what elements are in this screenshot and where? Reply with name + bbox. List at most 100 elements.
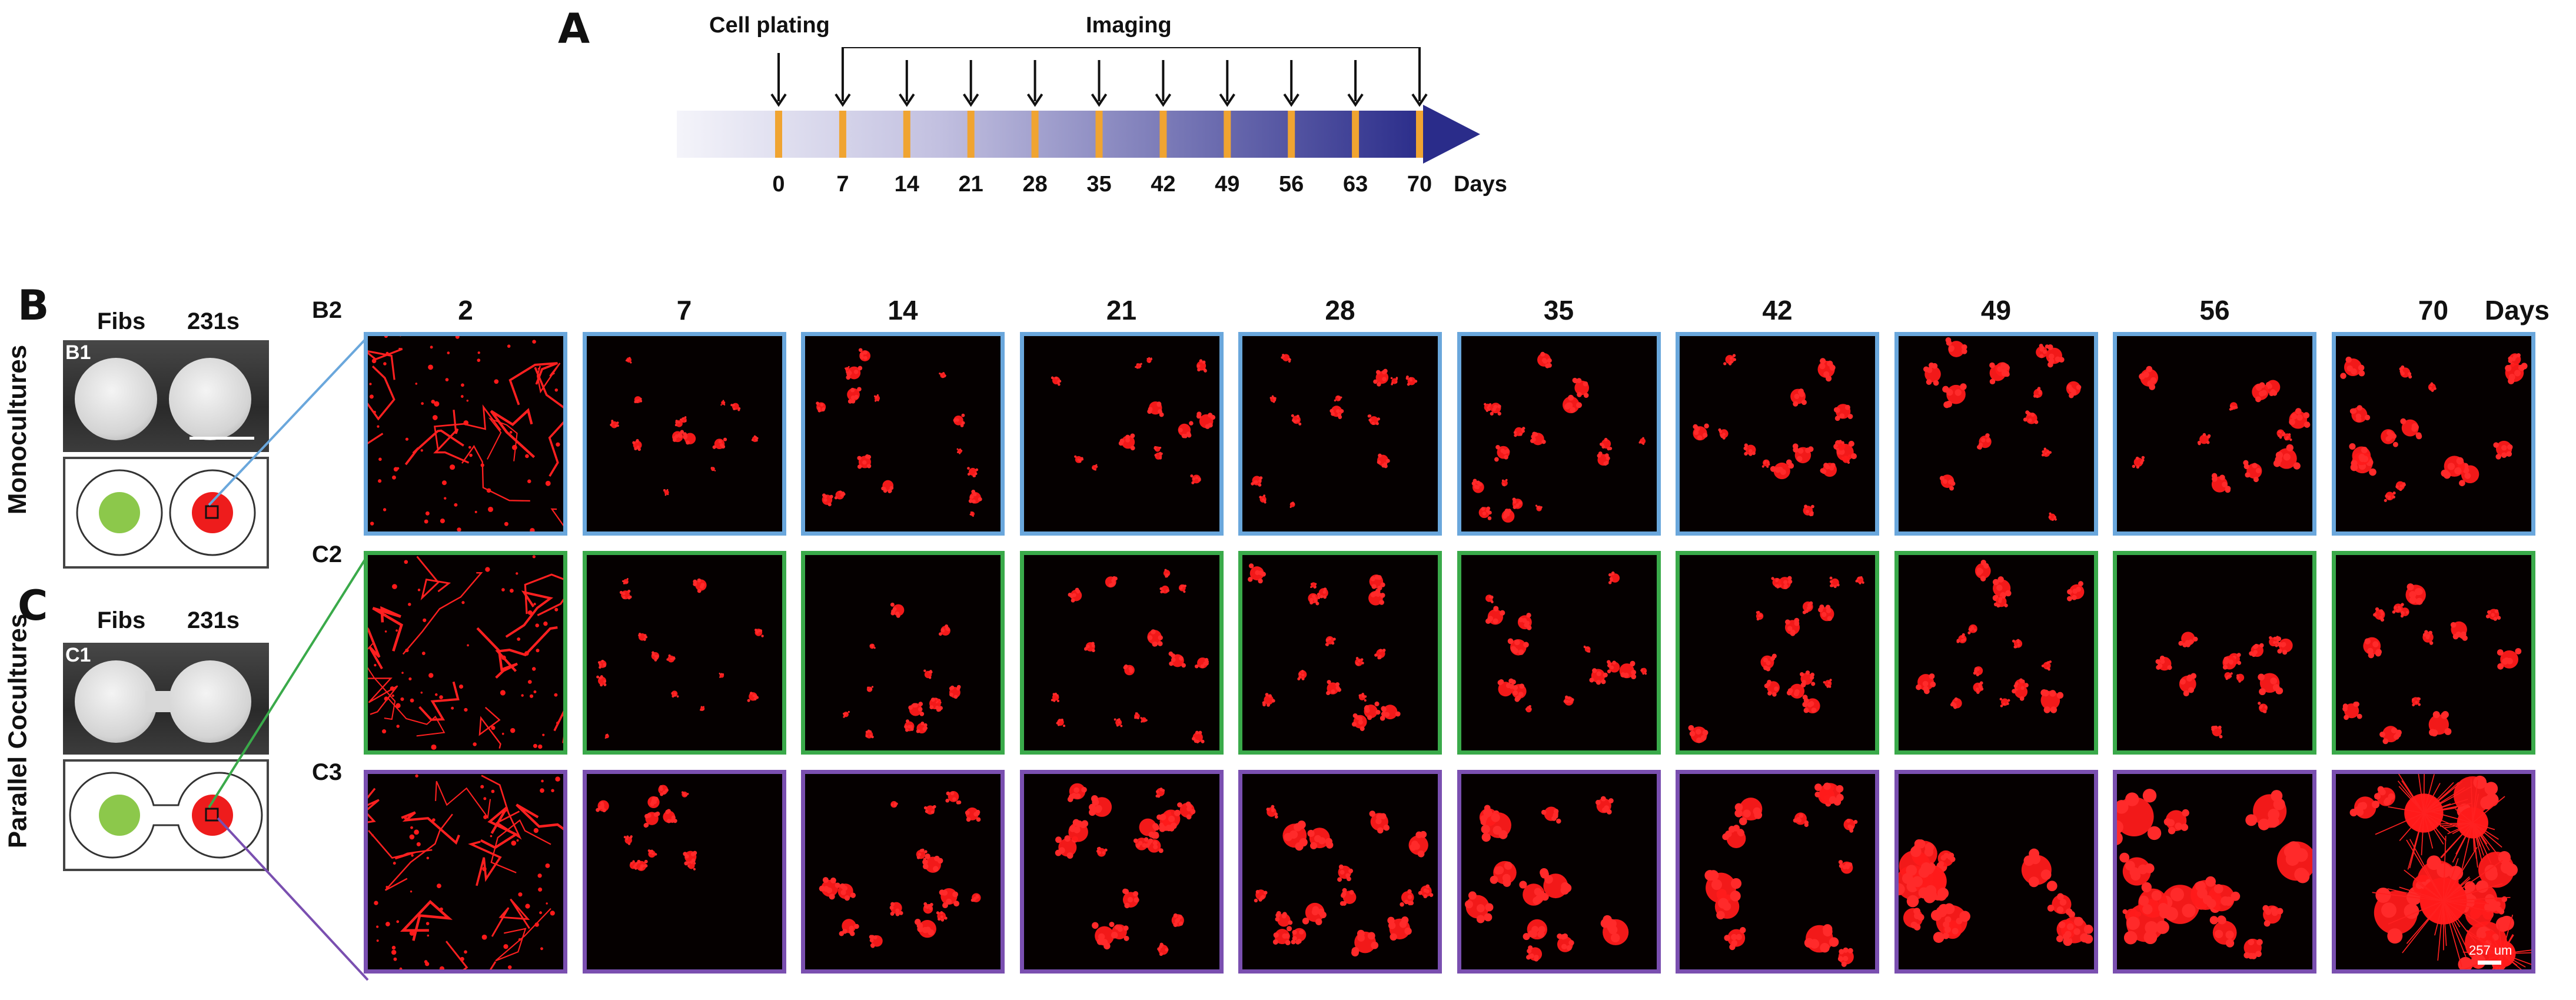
c1-tag: C1: [65, 644, 91, 666]
c-side-label-wrap: Parallel Cocultures: [0, 614, 135, 849]
b1-well-left: [75, 358, 157, 440]
micrograph-cafs-day-70: [2331, 770, 2535, 974]
micrograph-alone-day-2: [364, 332, 567, 536]
timeline-tick-14: [903, 111, 910, 158]
panel-c-letter: C: [18, 582, 48, 630]
timeline-label-42: 42: [1151, 172, 1176, 197]
micrograph-alone-day-7: [582, 332, 786, 536]
c1-well-left: [75, 660, 157, 743]
micrograph-alone-day-35: [1457, 332, 1661, 536]
micrograph-alone-day-42: [1676, 332, 1879, 536]
timeline-tick-21: [967, 111, 975, 158]
micrograph-nfs-day-14: [801, 551, 1005, 755]
row-label-nfs-wrap: +NFs: [277, 632, 418, 696]
micrograph-cafs-day-28: [1238, 770, 1442, 974]
micrograph-nfs-day-21: [1019, 551, 1224, 755]
micrograph-nfs-day-49: [1894, 551, 2098, 755]
timeline-tick-7: [839, 111, 846, 158]
day-header-21: 21: [1106, 295, 1137, 325]
day-header-42: 42: [1762, 295, 1793, 325]
timeline-label-49: 49: [1215, 172, 1240, 197]
micrograph-cafs-day-2: [364, 770, 567, 974]
cell-plating-label: Cell plating: [709, 13, 830, 38]
micrograph-alone-day-21: [1019, 332, 1224, 536]
scale-bar-label: 257 um: [2469, 943, 2512, 958]
timeline-label-56: 56: [1279, 172, 1304, 197]
row-label-nfs: +NFs: [332, 632, 361, 696]
micrograph-nfs-day-7: [582, 551, 786, 755]
timeline-tick-35: [1095, 111, 1103, 158]
c-schematic: [63, 759, 269, 871]
timeline-arrowhead-56: [1283, 93, 1299, 107]
timeline-arrowhead: [1423, 105, 1480, 164]
c-fibroblast-dot: [99, 795, 140, 836]
timeline-arrowhead-0: [770, 93, 787, 107]
timeline-arrowhead-70: [1411, 93, 1428, 107]
timeline-tick-56: [1288, 111, 1295, 158]
timeline-arrowhead-35: [1091, 93, 1108, 107]
b1-well-right: [169, 358, 251, 440]
b1-scale-bar: [190, 437, 254, 440]
b-fibs-label: Fibs: [97, 308, 146, 334]
b-cancer-dot: [192, 492, 233, 533]
c-fibs-label: Fibs: [97, 607, 146, 633]
day-header-7: 7: [676, 295, 692, 325]
timeline-arrowhead-63: [1347, 93, 1364, 107]
timeline-arrowhead-42: [1155, 93, 1172, 107]
scale-bar: [2478, 961, 2501, 965]
timeline-tick-70: [1416, 111, 1423, 158]
timeline-label-0: 0: [772, 172, 785, 197]
micrograph-cafs-day-49: [1894, 770, 2098, 974]
timeline-label-28: 28: [1022, 172, 1048, 197]
b2-tag: B2: [312, 297, 343, 323]
micrograph-nfs-day-56: [2113, 551, 2316, 755]
c2-tag: C2: [312, 541, 343, 567]
day-header-49: 49: [1980, 295, 2012, 325]
day-header-28: 28: [1325, 295, 1355, 325]
timeline-tick-42: [1159, 111, 1167, 158]
timeline-arrowhead-28: [1026, 93, 1043, 107]
micrograph-alone-day-49: [1894, 332, 2098, 536]
b-side-label: Monocultures: [2, 344, 32, 515]
row-label-alone: Alone: [332, 408, 361, 481]
timeline-arrowhead-21: [963, 93, 979, 107]
day-header-14: 14: [888, 295, 918, 325]
row-label-cafs: +CAFs: [333, 841, 361, 925]
timeline-diagram: [677, 47, 1480, 164]
c-roi-box: [205, 808, 219, 822]
timeline-tick-0: [775, 111, 782, 158]
timeline-label-7: 7: [836, 172, 849, 197]
micrograph-alone-day-56: [2113, 332, 2316, 536]
micrograph-alone-day-28: [1238, 332, 1442, 536]
micrograph-cafs-day-7: [582, 770, 786, 974]
timeline-label-14: 14: [894, 172, 919, 197]
b-schematic: [63, 457, 269, 569]
day-header-2: 2: [458, 295, 473, 325]
micrograph-cafs-day-42: [1676, 770, 1879, 974]
micrograph-cafs-day-56: [2113, 770, 2316, 974]
timeline-tick-49: [1224, 111, 1231, 158]
micrograph-cafs-day-21: [1019, 770, 1224, 974]
micrograph-nfs-day-35: [1457, 551, 1661, 755]
micrograph-nfs-day-70: [2331, 551, 2535, 755]
timeline-unit-label: Days: [1454, 172, 1507, 197]
row-label-cafs-wrap: +CAFs: [277, 842, 418, 925]
b1-tag: B1: [65, 341, 91, 364]
micrograph-alone-day-70: [2331, 332, 2535, 536]
timeline-tick-28: [1031, 111, 1039, 158]
timeline-label-21: 21: [958, 172, 983, 197]
timeline-arrowhead-49: [1219, 93, 1235, 107]
day-header-70: 70: [2418, 295, 2449, 325]
day-header-35: 35: [1543, 295, 1574, 325]
micrograph-alone-day-14: [801, 332, 1005, 536]
timeline-arrowhead-7: [835, 93, 851, 107]
grid-unit-label: Days: [2485, 295, 2550, 325]
c-cells-label: 231s: [187, 607, 240, 633]
micrograph-nfs-day-2: [364, 551, 567, 755]
panel-a-letter: A: [558, 5, 590, 53]
timeline-label-63: 63: [1342, 172, 1368, 197]
micrograph-cafs-day-14: [801, 770, 1005, 974]
timeline-tick-63: [1352, 111, 1360, 158]
timeline-label-35: 35: [1086, 172, 1112, 197]
c3-tag: C3: [312, 759, 343, 785]
